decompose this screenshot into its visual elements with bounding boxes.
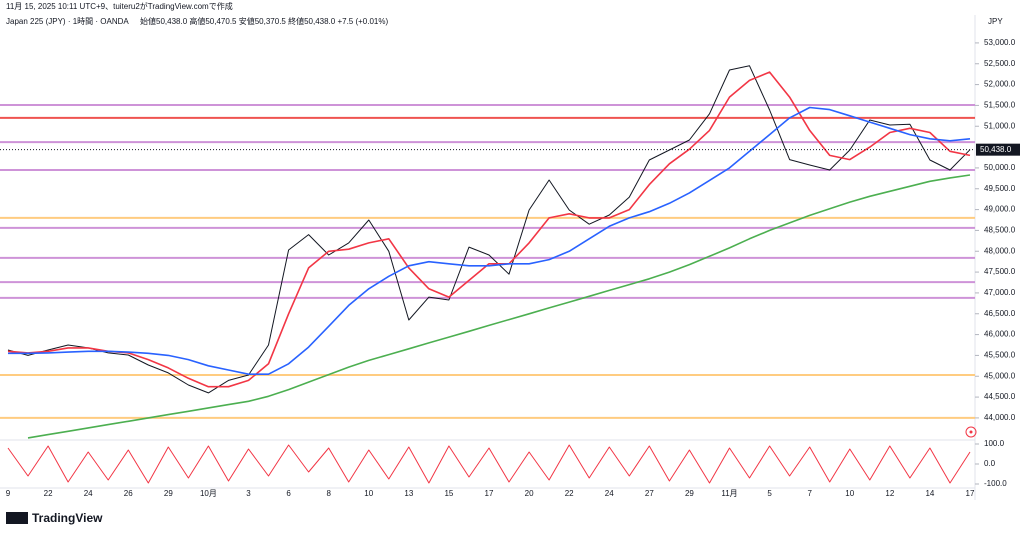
x-tick-label: 24 — [605, 489, 614, 498]
y-tick-label: 53,000.0 — [984, 38, 1016, 47]
x-tick-label: 17 — [485, 489, 494, 498]
y-tick-label: 47,500.0 — [984, 267, 1016, 276]
alert-icon-dot — [969, 430, 973, 434]
x-tick-label: 10月 — [200, 489, 217, 498]
x-tick-label: 12 — [885, 489, 894, 498]
x-tick-label: 9 — [6, 489, 11, 498]
y-tick-label: 52,500.0 — [984, 59, 1016, 68]
currency: JPY — [988, 17, 1003, 26]
y-tick-label: 46,000.0 — [984, 330, 1016, 339]
x-tick-label: 29 — [164, 489, 173, 498]
y-tick-label: 51,000.0 — [984, 121, 1016, 130]
x-tick-label: 22 — [565, 489, 574, 498]
y-tick-label: 44,000.0 — [984, 413, 1016, 422]
x-tick-label: 3 — [246, 489, 251, 498]
y-tick-label: 49,500.0 — [984, 184, 1016, 193]
price-line — [7, 65, 971, 394]
ohlc: 始値50,438.0 高値50,470.5 安値50,370.5 終値50,43… — [140, 16, 388, 26]
x-tick-label: 10 — [845, 489, 854, 498]
ma-line — [27, 174, 971, 439]
x-tick-label: 22 — [44, 489, 53, 498]
x-tick-label: 7 — [807, 489, 812, 498]
x-tick-label: 8 — [326, 489, 331, 498]
last-price-label: 50,438.0 — [980, 145, 1012, 154]
x-tick-label: 10 — [364, 489, 373, 498]
logo: TradingView — [32, 511, 103, 525]
alert-icon[interactable] — [965, 426, 977, 438]
x-tick-label: 29 — [685, 489, 694, 498]
x-tick-label: 24 — [84, 489, 93, 498]
x-tick-label: 13 — [404, 489, 413, 498]
logo-mark — [6, 512, 28, 524]
ma-line — [8, 106, 971, 375]
x-tick-label: 14 — [925, 489, 934, 498]
x-tick-label: 5 — [767, 489, 772, 498]
x-tick-label: 20 — [525, 489, 534, 498]
last-price-box — [976, 143, 1020, 156]
y-tick-label: 51,500.0 — [984, 101, 1016, 110]
symbol: Japan 225 (JPY) · 1時間 · OANDA — [6, 17, 129, 26]
x-tick-label: 11月 — [721, 489, 737, 498]
ma-line — [7, 71, 971, 388]
y-tick-label: 50,000.0 — [984, 163, 1016, 172]
x-tick-label: 17 — [966, 489, 975, 498]
caption: 11月 15, 2025 10:11 UTC+9、tuiteru2がTradin… — [6, 1, 233, 11]
osc-y-tick-label: 100.0 — [984, 439, 1005, 448]
x-tick-label: 15 — [444, 489, 453, 498]
osc-y-tick-label: -100.0 — [984, 479, 1007, 488]
y-tick-label: 45,500.0 — [984, 351, 1016, 360]
oscillator-line — [7, 444, 971, 484]
y-tick-label: 44,500.0 — [984, 392, 1016, 401]
x-tick-label: 27 — [645, 489, 654, 498]
y-tick-label: 45,000.0 — [984, 371, 1016, 380]
y-tick-label: 46,500.0 — [984, 309, 1016, 318]
y-tick-label: 48,500.0 — [984, 226, 1016, 235]
osc-y-tick-label: 0.0 — [984, 459, 996, 468]
y-tick-label: 52,000.0 — [984, 80, 1016, 89]
y-tick-label: 49,000.0 — [984, 205, 1016, 214]
x-tick-label: 6 — [286, 489, 291, 498]
y-tick-label: 48,000.0 — [984, 246, 1016, 255]
x-tick-label: 26 — [124, 489, 133, 498]
y-tick-label: 47,000.0 — [984, 288, 1016, 297]
